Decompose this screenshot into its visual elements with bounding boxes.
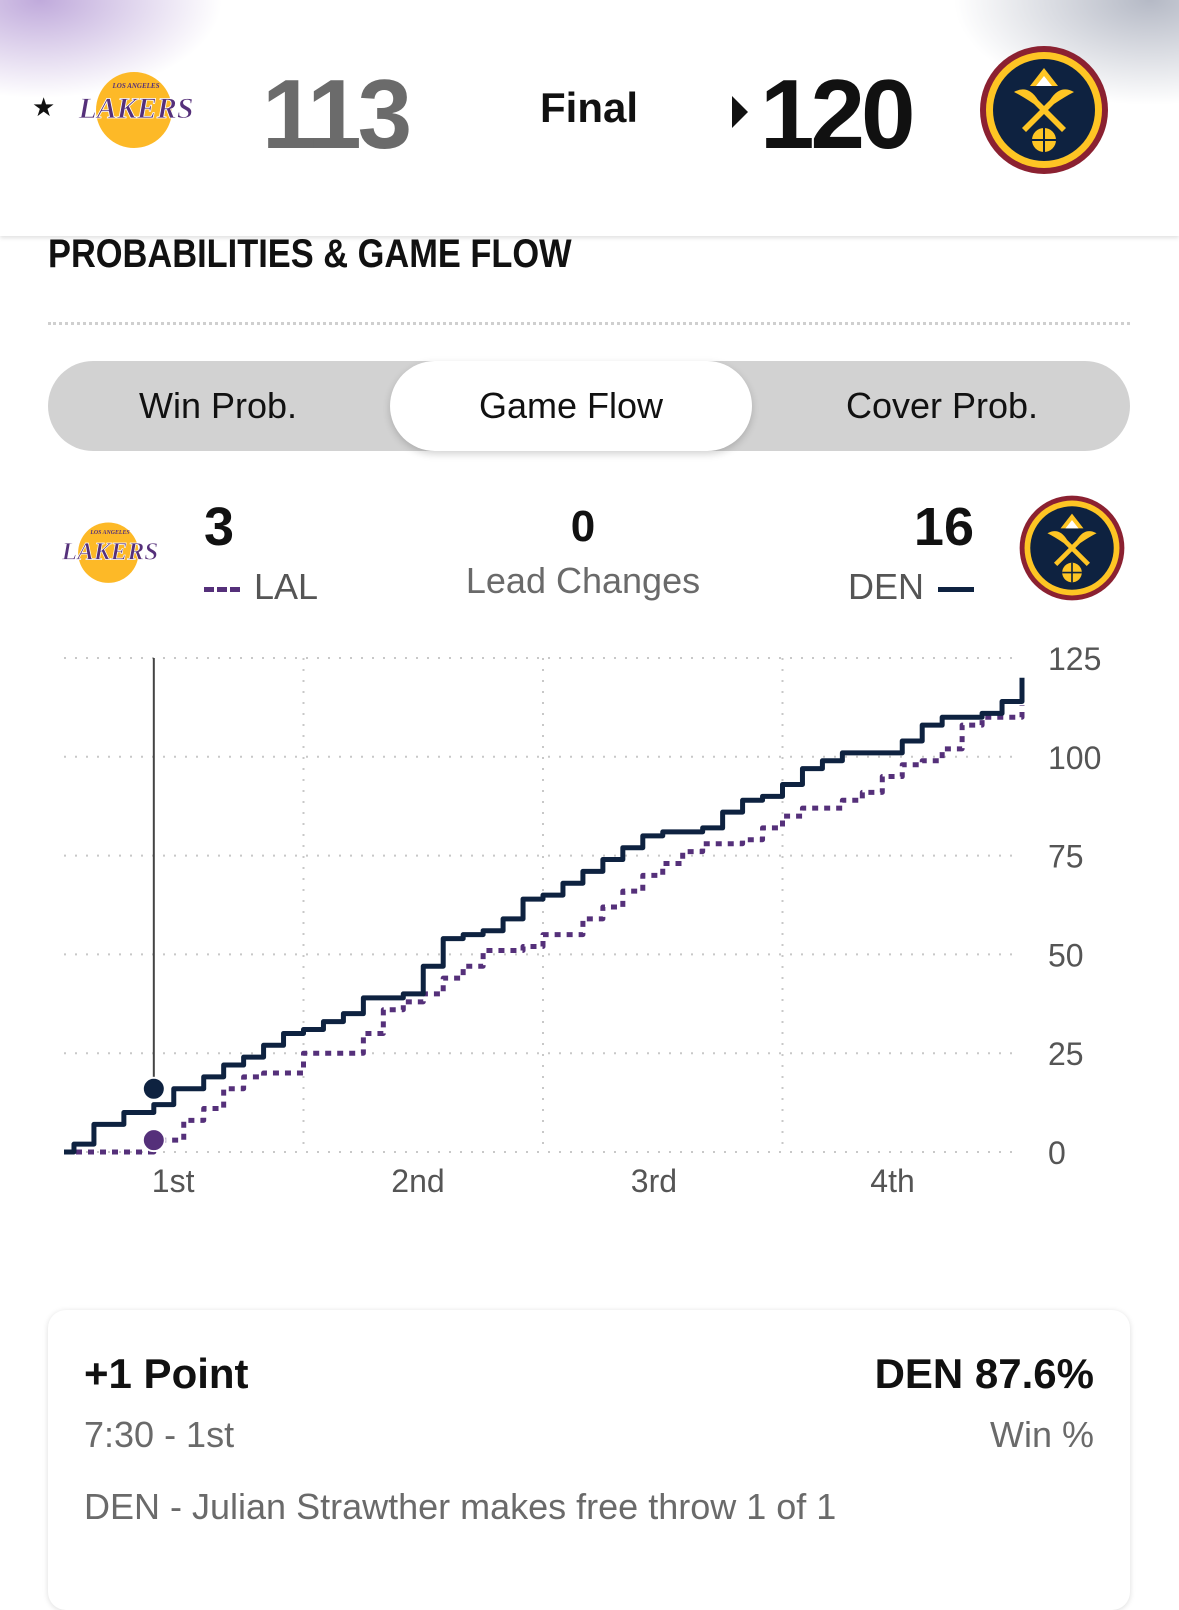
y-tick-label: 0 (1048, 1135, 1066, 1171)
scoreboard-header: ★ LOS ANGELES LAKERS 113 Final 120 (0, 0, 1179, 236)
tab-game-flow[interactable]: Game Flow (390, 361, 752, 451)
x-tick-label: 1st (152, 1163, 195, 1199)
winner-arrow-icon (732, 96, 748, 128)
lakers-logo-small-sub: LOS ANGELES (89, 530, 130, 536)
away-score: 113 (262, 59, 412, 169)
play-title: +1 Point (84, 1350, 249, 1397)
series-line-lal (64, 705, 1025, 1155)
lakers-logo-sub: LOS ANGELES (111, 82, 159, 90)
den-lead-stat: 16 (913, 497, 974, 557)
lead-changes-label: Lead Changes (465, 560, 701, 601)
tab-cover-prob[interactable]: Cover Prob. (845, 385, 1039, 426)
play-detail-card[interactable]: +1 Point 7:30 - 1st DEN 87.6% Win % DEN … (48, 1310, 1130, 1610)
den-legend: DEN (848, 566, 974, 608)
lead-changes-value: 0 (570, 502, 596, 551)
play-description: DEN - Julian Strawther makes free throw … (84, 1486, 837, 1527)
den-solid-line-icon (938, 586, 974, 592)
x-tick-label: 4th (870, 1163, 914, 1199)
y-tick-label: 75 (1048, 839, 1084, 875)
lakers-logo[interactable]: LOS ANGELES LAKERS (74, 66, 198, 150)
section-title: PROBABILITIES & GAME FLOW (48, 232, 572, 276)
tab-win-prob[interactable]: Win Prob. (138, 385, 298, 426)
den-legend-label: DEN (847, 566, 924, 607)
game-status: Final (540, 84, 639, 131)
y-tick-label: 25 (1048, 1036, 1084, 1072)
play-win-label: Win % (989, 1414, 1094, 1455)
x-tick-label: 2nd (391, 1163, 444, 1199)
lakers-logo-wordmark: LAKERS (77, 92, 193, 125)
lal-legend-label: LAL (254, 566, 319, 607)
play-win-prob: DEN 87.6% (874, 1350, 1094, 1397)
marker-den (141, 1076, 166, 1101)
lal-legend: LAL (204, 566, 318, 608)
nuggets-logo-small (1019, 495, 1125, 601)
lal-lead-stat: 3 (204, 497, 235, 557)
star-icon: ★ (32, 92, 56, 122)
play-time: 7:30 - 1st (84, 1414, 235, 1455)
game-flow-chart[interactable]: 125 100 75 50 25 0 1st 2nd 3rd 4th (0, 640, 1179, 1220)
lakers-logo-small: LOS ANGELES LAKERS (60, 522, 159, 583)
nuggets-logo[interactable] (978, 44, 1110, 176)
series-line-den (64, 677, 1025, 1155)
home-score: 120 (760, 59, 916, 169)
marker-lal (141, 1128, 166, 1153)
divider (48, 322, 1130, 325)
x-tick-label: 3rd (631, 1163, 677, 1199)
chart-type-tabs: Win Prob. Game Flow Cover Prob. (48, 361, 1130, 451)
y-tick-label: 50 (1048, 937, 1084, 973)
lakers-logo-small-wordmark: LAKERS (61, 538, 158, 565)
y-tick-label: 125 (1048, 641, 1101, 677)
y-tick-label: 100 (1048, 740, 1101, 776)
lal-dotted-line-icon (204, 586, 240, 592)
